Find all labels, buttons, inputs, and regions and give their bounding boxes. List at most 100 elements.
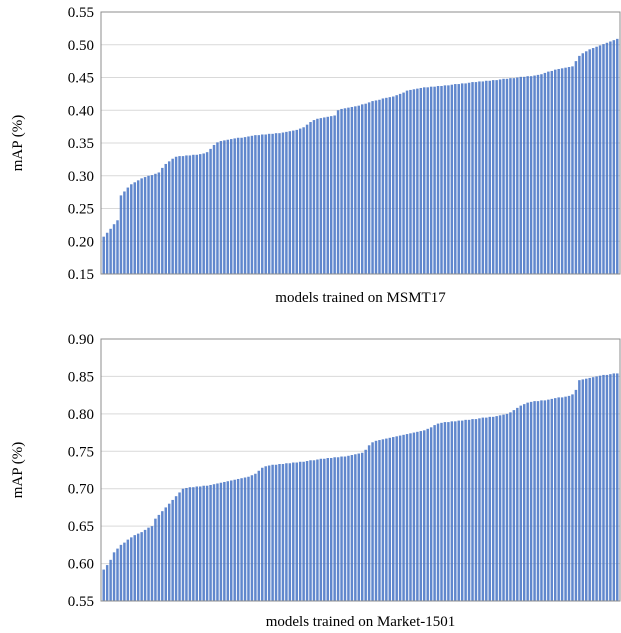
msmt17-plot-area — [100, 11, 621, 275]
bar — [471, 419, 474, 601]
bar — [585, 51, 588, 274]
bar — [423, 87, 426, 274]
bar — [457, 84, 460, 274]
bar — [588, 377, 591, 601]
bar — [243, 137, 247, 274]
bar — [371, 101, 374, 274]
bar — [181, 488, 185, 601]
chart-msmt17: 0.15 0.20 0.25 0.30 0.35 0.40 0.45 0.50 0.55 mAP… — [10, 5, 621, 306]
bar — [116, 548, 119, 601]
bar — [398, 435, 402, 601]
bar — [140, 532, 143, 601]
bar — [574, 389, 578, 601]
bar — [502, 78, 505, 274]
bar — [219, 141, 223, 274]
bar — [261, 134, 264, 274]
bar — [536, 401, 540, 601]
bar — [226, 139, 230, 274]
bar — [533, 401, 536, 601]
bar — [547, 399, 550, 601]
bar — [219, 482, 223, 601]
y-tick-label: 0.65 — [68, 519, 94, 535]
bar — [136, 533, 140, 601]
bar — [271, 464, 274, 601]
bar — [350, 455, 354, 601]
bar — [340, 108, 343, 274]
bar — [174, 156, 178, 274]
bar — [505, 413, 509, 601]
bar — [464, 83, 467, 274]
bar — [178, 156, 181, 274]
bar — [354, 454, 357, 601]
bar — [540, 74, 543, 274]
bar — [154, 518, 157, 601]
bar — [130, 537, 133, 601]
bar — [595, 46, 598, 274]
bar — [102, 236, 105, 274]
bar — [609, 374, 612, 601]
bar — [167, 503, 171, 601]
bar — [471, 82, 474, 274]
bar — [336, 110, 340, 274]
bar — [571, 394, 574, 601]
bar — [402, 92, 405, 274]
bar — [519, 405, 523, 601]
bar — [261, 467, 264, 601]
bar — [326, 458, 329, 601]
bar — [474, 419, 478, 601]
bar — [281, 132, 285, 274]
bar — [254, 473, 257, 601]
bar — [329, 458, 333, 601]
bar — [564, 396, 567, 601]
bar — [488, 416, 491, 601]
bar — [167, 161, 171, 274]
bar — [591, 48, 595, 274]
bar — [460, 420, 464, 601]
bar — [126, 539, 130, 601]
bar — [467, 419, 471, 601]
bar — [109, 228, 112, 274]
bar — [133, 535, 136, 601]
bar — [495, 416, 498, 601]
msmt17-y-tick-labels: 0.15 0.20 0.25 0.30 0.35 0.40 0.45 0.50 0.55 — [68, 5, 94, 283]
bar — [364, 103, 367, 274]
bar — [367, 445, 371, 601]
bar — [491, 416, 495, 601]
bar — [312, 460, 316, 601]
bar — [126, 187, 130, 274]
bar — [195, 486, 199, 601]
bar — [481, 81, 485, 275]
bar — [478, 81, 481, 275]
bar — [560, 68, 564, 274]
bar — [529, 401, 533, 601]
bar — [450, 84, 454, 274]
market1501-plot-area — [100, 338, 621, 602]
y-tick-label: 0.15 — [68, 267, 94, 283]
bar — [460, 83, 464, 274]
bar — [454, 421, 457, 601]
bar — [505, 78, 509, 274]
bar — [612, 373, 616, 601]
bar — [557, 397, 560, 601]
bar — [419, 87, 423, 274]
bar — [233, 479, 236, 601]
bar — [605, 374, 609, 601]
y-tick-label: 0.45 — [68, 71, 94, 87]
bar — [181, 156, 185, 274]
bar — [326, 116, 329, 274]
bar — [281, 464, 285, 601]
bar — [512, 78, 516, 275]
bar — [554, 398, 557, 601]
bar — [557, 68, 560, 274]
bar — [378, 99, 381, 275]
bar — [123, 191, 126, 274]
y-tick-label: 0.85 — [68, 369, 94, 385]
bar — [519, 76, 523, 274]
bar — [598, 375, 602, 601]
bar — [602, 44, 605, 274]
bar — [319, 118, 323, 274]
bar — [412, 89, 416, 274]
bar — [305, 461, 309, 601]
bar — [392, 96, 395, 274]
bar — [529, 76, 533, 274]
